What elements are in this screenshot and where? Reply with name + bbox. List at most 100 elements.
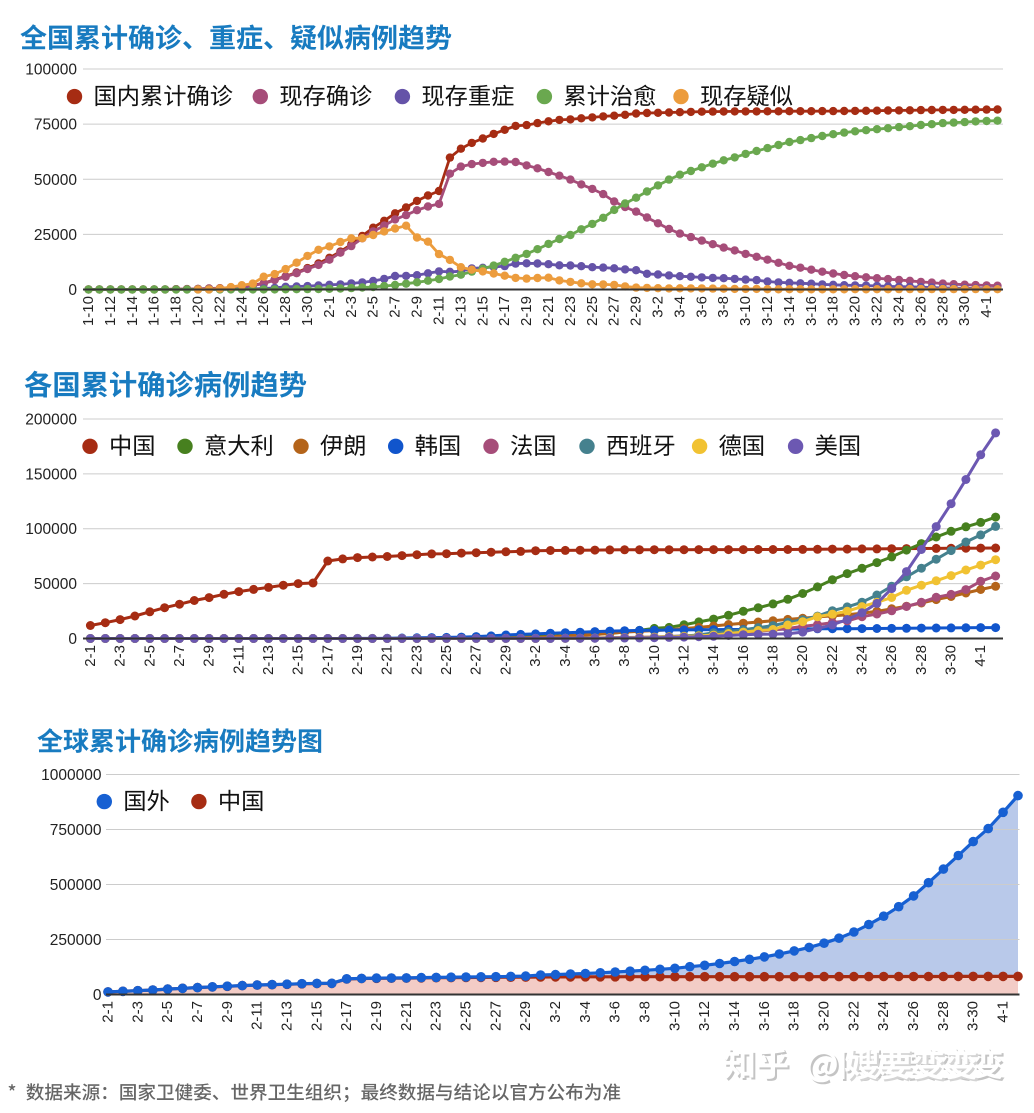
svg-text:2-19: 2-19 bbox=[349, 645, 366, 675]
svg-text:2-1: 2-1 bbox=[82, 645, 99, 667]
svg-text:0: 0 bbox=[68, 282, 77, 299]
svg-text:3-24: 3-24 bbox=[854, 645, 871, 675]
svg-text:3-24: 3-24 bbox=[875, 1001, 892, 1031]
svg-text:2-3: 2-3 bbox=[129, 1001, 146, 1023]
svg-text:1-14: 1-14 bbox=[124, 296, 141, 326]
svg-text:1-28: 1-28 bbox=[277, 296, 294, 326]
svg-text:2-23: 2-23 bbox=[562, 296, 579, 326]
svg-text:3-20: 3-20 bbox=[816, 1001, 833, 1031]
svg-text:1-18: 1-18 bbox=[168, 296, 185, 326]
svg-text:2-3: 2-3 bbox=[112, 645, 129, 667]
svg-text:200000: 200000 bbox=[25, 412, 77, 429]
svg-text:3-10: 3-10 bbox=[646, 645, 663, 675]
svg-text:1-30: 1-30 bbox=[299, 296, 316, 326]
svg-text:2-21: 2-21 bbox=[379, 645, 396, 675]
svg-text:2-7: 2-7 bbox=[171, 645, 188, 667]
svg-text:1-10: 1-10 bbox=[80, 296, 97, 326]
svg-text:3-16: 3-16 bbox=[756, 1001, 773, 1031]
svg-text:2-11: 2-11 bbox=[230, 645, 247, 674]
svg-text:2-9: 2-9 bbox=[219, 1001, 236, 1023]
svg-text:150000: 150000 bbox=[25, 466, 77, 483]
svg-text:3-28: 3-28 bbox=[935, 1001, 952, 1031]
svg-text:2-25: 2-25 bbox=[458, 1001, 475, 1031]
svg-text:2-7: 2-7 bbox=[387, 296, 404, 318]
svg-text:50000: 50000 bbox=[34, 172, 77, 189]
svg-text:3-10: 3-10 bbox=[666, 1001, 683, 1031]
svg-text:3-12: 3-12 bbox=[696, 1001, 713, 1031]
svg-text:2-19: 2-19 bbox=[368, 1001, 385, 1031]
svg-text:3-2: 3-2 bbox=[547, 1001, 564, 1023]
svg-text:3-26: 3-26 bbox=[905, 1001, 922, 1031]
svg-text:3-26: 3-26 bbox=[883, 645, 900, 675]
svg-text:2-1: 2-1 bbox=[321, 296, 338, 318]
svg-text:4-1: 4-1 bbox=[972, 645, 989, 667]
svg-text:0: 0 bbox=[68, 631, 77, 648]
svg-text:500000: 500000 bbox=[50, 877, 102, 894]
svg-text:3-30: 3-30 bbox=[943, 645, 960, 675]
svg-text:3-22: 3-22 bbox=[824, 645, 841, 675]
svg-text:4-1: 4-1 bbox=[978, 296, 995, 318]
svg-text:3-20: 3-20 bbox=[794, 645, 811, 675]
svg-text:2-9: 2-9 bbox=[409, 296, 426, 318]
svg-text:3-22: 3-22 bbox=[869, 296, 886, 326]
svg-text:2-11: 2-11 bbox=[431, 296, 448, 325]
svg-text:2-27: 2-27 bbox=[606, 296, 623, 326]
svg-text:3-8: 3-8 bbox=[715, 296, 732, 318]
svg-text:3-4: 3-4 bbox=[671, 296, 688, 318]
svg-text:2-15: 2-15 bbox=[474, 296, 491, 326]
svg-text:2-15: 2-15 bbox=[308, 1001, 325, 1031]
svg-text:3-2: 3-2 bbox=[650, 296, 667, 318]
svg-text:3-28: 3-28 bbox=[934, 296, 951, 326]
svg-text:3-14: 3-14 bbox=[726, 1001, 743, 1031]
svg-text:3-12: 3-12 bbox=[759, 296, 776, 326]
svg-text:1-16: 1-16 bbox=[146, 296, 163, 326]
svg-text:1-24: 1-24 bbox=[233, 296, 250, 326]
svg-text:2-11: 2-11 bbox=[249, 1001, 266, 1030]
svg-text:2-25: 2-25 bbox=[438, 645, 455, 675]
svg-text:3-18: 3-18 bbox=[825, 296, 842, 326]
svg-text:3-6: 3-6 bbox=[693, 296, 710, 318]
svg-text:3-10: 3-10 bbox=[737, 296, 754, 326]
svg-text:3-2: 3-2 bbox=[527, 645, 544, 667]
svg-text:2-17: 2-17 bbox=[338, 1001, 355, 1031]
svg-text:3-24: 3-24 bbox=[891, 296, 908, 326]
svg-text:3-14: 3-14 bbox=[781, 296, 798, 326]
svg-text:2-25: 2-25 bbox=[584, 296, 601, 326]
svg-text:1000000: 1000000 bbox=[41, 767, 102, 784]
svg-text:25000: 25000 bbox=[34, 227, 77, 244]
svg-text:75000: 75000 bbox=[34, 117, 77, 134]
svg-text:1-26: 1-26 bbox=[255, 296, 272, 326]
svg-text:1-22: 1-22 bbox=[211, 296, 228, 326]
svg-text:250000: 250000 bbox=[50, 932, 102, 949]
svg-text:2-29: 2-29 bbox=[628, 296, 645, 326]
svg-text:2-7: 2-7 bbox=[189, 1001, 206, 1023]
svg-text:3-18: 3-18 bbox=[786, 1001, 803, 1031]
svg-text:2-23: 2-23 bbox=[428, 1001, 445, 1031]
svg-text:2-5: 2-5 bbox=[159, 1001, 176, 1023]
svg-text:4-1: 4-1 bbox=[995, 1001, 1012, 1023]
svg-text:2-21: 2-21 bbox=[540, 296, 557, 326]
svg-text:50000: 50000 bbox=[34, 576, 77, 593]
svg-text:3-18: 3-18 bbox=[765, 645, 782, 675]
svg-text:2-17: 2-17 bbox=[319, 645, 336, 675]
svg-text:1-20: 1-20 bbox=[190, 296, 207, 326]
svg-text:2-27: 2-27 bbox=[487, 1001, 504, 1031]
svg-text:0: 0 bbox=[93, 987, 102, 1004]
svg-text:1-12: 1-12 bbox=[102, 296, 119, 326]
svg-text:3-26: 3-26 bbox=[912, 296, 929, 326]
svg-text:3-20: 3-20 bbox=[847, 296, 864, 326]
svg-text:3-8: 3-8 bbox=[637, 1001, 654, 1023]
svg-text:3-16: 3-16 bbox=[803, 296, 820, 326]
svg-text:2-3: 2-3 bbox=[343, 296, 360, 318]
svg-text:3-6: 3-6 bbox=[586, 645, 603, 667]
svg-text:3-12: 3-12 bbox=[676, 645, 693, 675]
svg-text:2-23: 2-23 bbox=[408, 645, 425, 675]
svg-text:2-13: 2-13 bbox=[452, 296, 469, 326]
svg-text:2-5: 2-5 bbox=[141, 645, 158, 667]
svg-text:3-8: 3-8 bbox=[616, 645, 633, 667]
svg-text:2-13: 2-13 bbox=[260, 645, 277, 675]
svg-text:3-30: 3-30 bbox=[956, 296, 973, 326]
svg-text:2-15: 2-15 bbox=[290, 645, 307, 675]
svg-text:3-22: 3-22 bbox=[845, 1001, 862, 1031]
svg-text:2-27: 2-27 bbox=[468, 645, 485, 675]
